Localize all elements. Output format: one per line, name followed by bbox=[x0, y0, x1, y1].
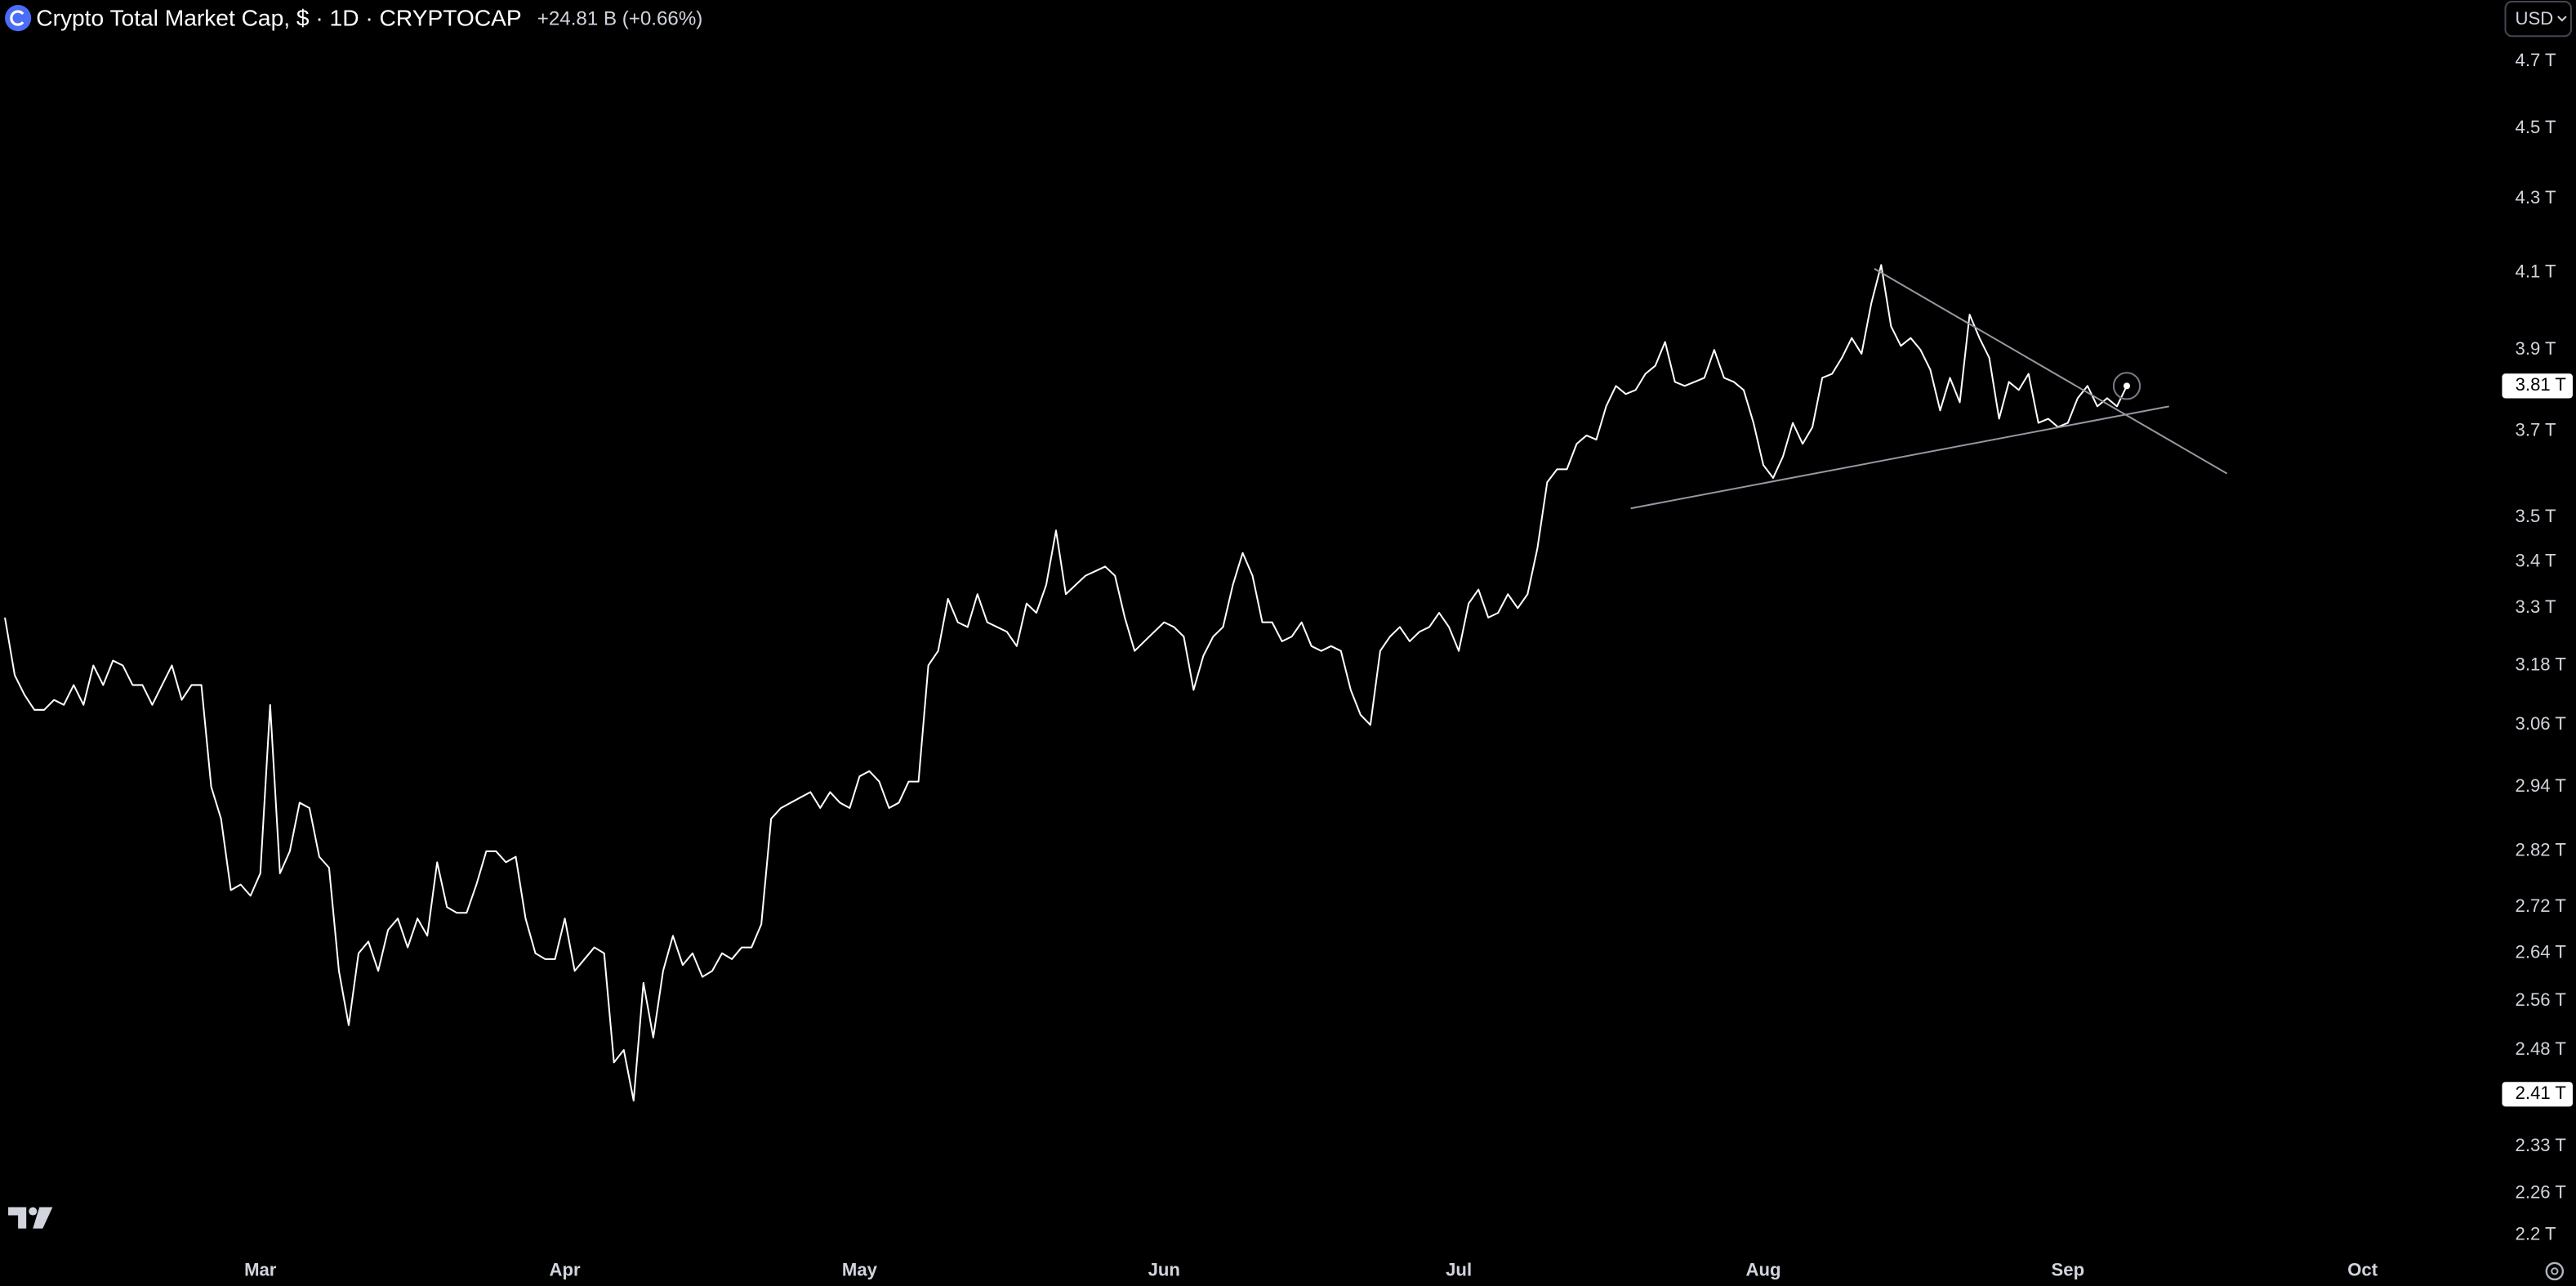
x-tick-label: Jun bbox=[1148, 1260, 1180, 1280]
symbol-logo bbox=[5, 5, 32, 32]
currency-label[interactable]: USD bbox=[2516, 8, 2554, 29]
trendline bbox=[1630, 405, 2169, 510]
y-tick-label: 2.64 T bbox=[2516, 942, 2566, 962]
currency-button[interactable]: USD bbox=[2504, 1, 2572, 38]
y-tick-label: 2.33 T bbox=[2516, 1135, 2566, 1155]
y-tick-label: 3.9 T bbox=[2516, 338, 2556, 359]
gear-hub[interactable] bbox=[2551, 1267, 2559, 1275]
x-tick-label: Mar bbox=[244, 1260, 277, 1280]
price-change: +24.81 B (+0.66%) bbox=[537, 8, 703, 30]
currency-button-frame[interactable] bbox=[2504, 1, 2572, 38]
y-tick-label: 3.3 T bbox=[2516, 596, 2556, 617]
y-tick-label: 2.56 T bbox=[2516, 989, 2566, 1010]
y-tick-label: 4.3 T bbox=[2516, 187, 2556, 208]
y-tick-label: 2.72 T bbox=[2516, 895, 2566, 916]
price-label-box bbox=[2502, 373, 2573, 399]
y-tick-label: 4.1 T bbox=[2516, 261, 2556, 281]
y-tick-label: 2.48 T bbox=[2516, 1038, 2566, 1059]
y-tick-label: 4.7 T bbox=[2516, 50, 2556, 70]
tradingview-logo bbox=[8, 1207, 53, 1229]
y-tick-label: 2.94 T bbox=[2516, 775, 2566, 796]
gear[interactable] bbox=[2545, 1261, 2565, 1281]
price-label-box bbox=[2502, 1082, 2573, 1107]
y-tick-label: 3.7 T bbox=[2516, 420, 2556, 440]
logo-circle bbox=[5, 5, 32, 32]
last-price-ring bbox=[2112, 372, 2141, 400]
y-tick-label: 2.2 T bbox=[2516, 1224, 2556, 1244]
chevron[interactable] bbox=[2557, 16, 2567, 22]
y-tick-label: 3.18 T bbox=[2516, 654, 2566, 674]
x-tick-label: Sep bbox=[2052, 1260, 2085, 1280]
price-label: 2.41 T bbox=[2516, 1083, 2566, 1103]
logo-glyph bbox=[10, 10, 25, 26]
price-label: 3.81 T bbox=[2516, 374, 2566, 395]
chart-title: Crypto Total Market Cap, $ · 1D · CRYPTO… bbox=[36, 6, 521, 31]
trendline bbox=[1874, 268, 2228, 475]
y-tick-label: 3.5 T bbox=[2516, 506, 2556, 526]
y-tick-label: 3.06 T bbox=[2516, 713, 2566, 734]
x-tick-label: Jul bbox=[1446, 1260, 1472, 1280]
x-tick-label: Aug bbox=[1745, 1260, 1780, 1280]
logo-part bbox=[29, 1207, 38, 1216]
settings-button[interactable] bbox=[2545, 1261, 2565, 1281]
y-tick-label: 2.26 T bbox=[2516, 1182, 2566, 1203]
logo-part bbox=[8, 1207, 27, 1229]
y-tick-label: 3.4 T bbox=[2516, 551, 2556, 571]
price-line bbox=[4, 264, 2128, 1102]
x-tick-label: Oct bbox=[2347, 1260, 2378, 1280]
logo-part bbox=[33, 1207, 53, 1229]
y-tick-label: 2.82 T bbox=[2516, 840, 2566, 860]
y-tick-label: 4.5 T bbox=[2516, 117, 2556, 137]
x-tick-label: May bbox=[842, 1260, 878, 1280]
last-price-dot bbox=[2123, 382, 2131, 390]
x-tick-label: Apr bbox=[550, 1260, 581, 1280]
